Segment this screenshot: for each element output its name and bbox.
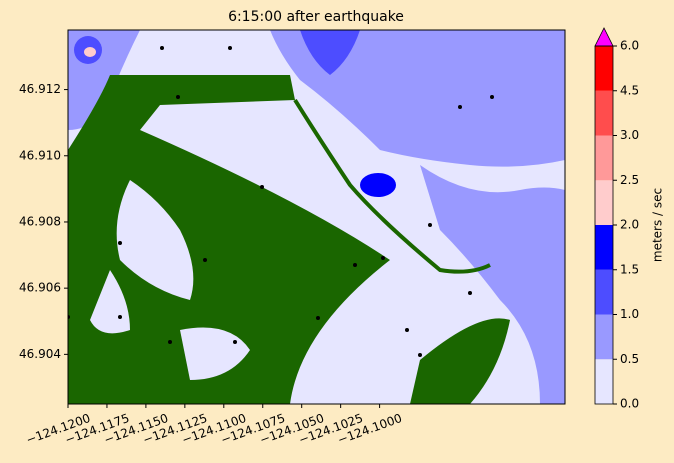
- current-zone: [300, 30, 360, 75]
- current-zone: [84, 47, 96, 57]
- jetty: [293, 98, 491, 274]
- colorbar-tick-label: 2.0: [620, 218, 639, 232]
- colorbar-tick-label: 2.5: [620, 173, 639, 187]
- current-zone: [270, 30, 565, 167]
- colorbar-band: [595, 225, 613, 270]
- drifters: [68, 46, 494, 357]
- colorbar-band: [595, 46, 613, 91]
- land: [68, 75, 390, 404]
- colorbar-band: [595, 90, 613, 136]
- colorbar-label: meters / sec: [651, 188, 665, 262]
- colorbar-band: [595, 359, 613, 404]
- chart-title: 6:15:00 after earthquake: [228, 9, 404, 25]
- y-tick-label: 46.904: [19, 347, 61, 361]
- y-tick-label: 46.912: [19, 82, 61, 96]
- colorbar-tick-label: 6.0: [620, 39, 639, 53]
- map: [68, 30, 565, 404]
- current-zone: [360, 173, 396, 197]
- colorbar-tick-label: 3.0: [620, 128, 639, 142]
- colorbar-tick-label: 0.0: [620, 397, 639, 411]
- water: [116, 180, 194, 300]
- colorbar-band: [595, 180, 613, 225]
- land: [410, 318, 510, 404]
- colorbar-band: [595, 135, 613, 181]
- colorbar-band: [595, 314, 613, 360]
- y-tick-label: 46.908: [19, 214, 61, 228]
- y-tick-label: 46.906: [19, 281, 61, 295]
- colorbar-tick-label: 4.5: [620, 83, 639, 97]
- colorbar-tick-label: 1.0: [620, 307, 639, 321]
- colorbar-band: [595, 269, 613, 315]
- y-tick-label: 46.910: [19, 148, 61, 162]
- current-zone: [420, 165, 565, 404]
- axes-frame: [67, 29, 566, 405]
- water: [180, 327, 250, 380]
- colorbar-tick-label: 0.5: [620, 352, 639, 366]
- colorbar-tick-label: 1.5: [620, 262, 639, 276]
